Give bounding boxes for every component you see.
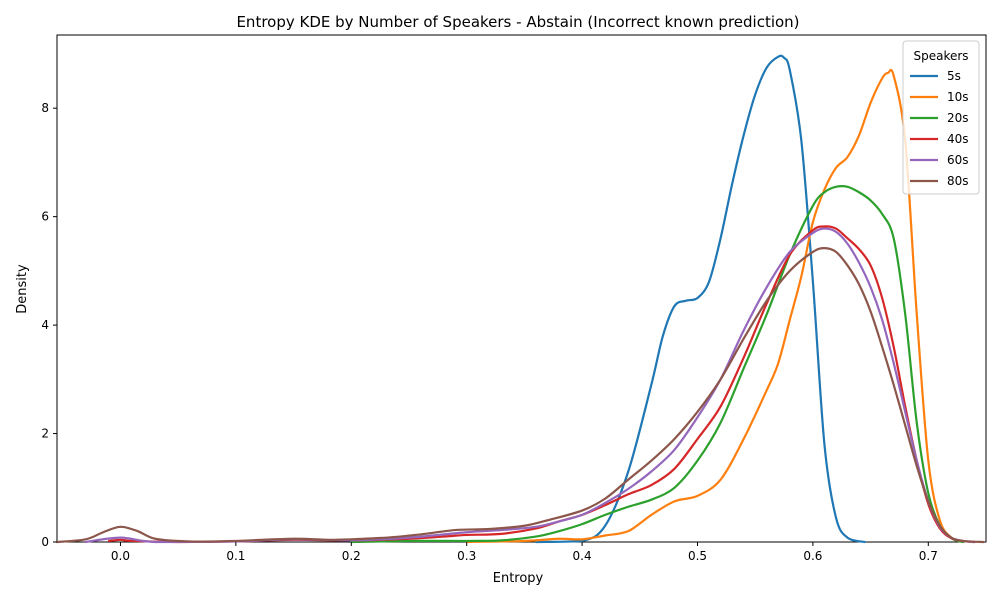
series-line-40s [107,225,976,544]
legend-label: 20s [947,111,969,125]
x-axis-label: Entropy [493,571,544,586]
legend-label: 60s [947,153,969,167]
x-tick-label: 0.6 [803,549,822,563]
y-axis-label: Density [15,264,30,314]
y-tick-label: 6 [41,210,49,224]
series-line-10s [465,68,965,544]
x-tick-label: 0.7 [919,549,938,563]
legend-label: 10s [947,90,969,104]
series-lines [55,54,985,544]
series-line-5s [534,54,866,544]
series-line-20s [350,185,965,544]
y-tick-label: 4 [41,318,49,332]
y-tick-label: 0 [41,535,49,549]
y-axis: 0 2 4 6 8 [41,101,57,549]
legend: Speakers 5s 10s 20s 40s 60s 80s [902,40,980,195]
y-tick-label: 2 [41,427,49,441]
legend-items: 5s 10s 20s 40s 60s 80s [910,69,969,188]
legend-label: 5s [947,69,961,83]
x-tick-label: 0.5 [688,549,707,563]
x-tick-label: 0.4 [573,549,592,563]
plot-frame [56,34,987,543]
series-line-60s [84,227,976,544]
x-axis: 0.0 0.1 0.2 0.3 0.4 0.5 0.6 0.7 [111,542,938,563]
y-tick-label: 8 [41,101,49,115]
series-line-80s [55,247,985,544]
legend-label: 80s [947,174,969,188]
legend-title: Speakers [913,49,968,63]
x-tick-label: 0.3 [457,549,476,563]
x-tick-label: 0.2 [342,549,361,563]
x-tick-label: 0.1 [226,549,245,563]
legend-label: 40s [947,132,969,146]
chart-title: Entropy KDE by Number of Speakers - Abst… [236,13,799,31]
plot-area [55,34,987,544]
legend-frame [902,40,980,195]
x-tick-label: 0.0 [111,549,130,563]
